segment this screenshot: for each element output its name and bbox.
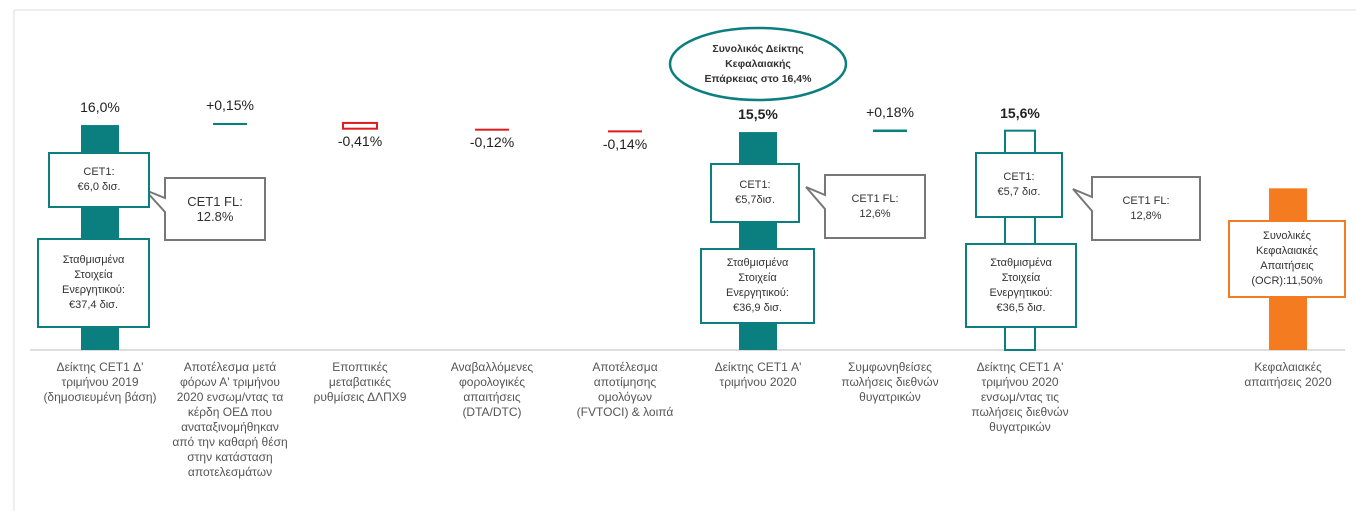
- value-label: 16,0%: [80, 99, 120, 116]
- value-label: -0,12%: [469, 134, 515, 151]
- x-tick-label: Συμφωνηθείσες πωλήσεις διεθνών θυγατρικώ…: [841, 360, 939, 404]
- annotation: Σταθμισμένα Στοιχεία Ενεργητικού: €36,9 …: [700, 248, 815, 324]
- bar: [608, 130, 642, 133]
- callout-bubble: [1072, 176, 1201, 241]
- x-tick-label: Αναβαλλόμενες φορολογικές απαιτήσεις (DT…: [450, 360, 534, 419]
- annotation: CET1 FL: 12.8%: [187, 194, 243, 224]
- value-label: +0,15%: [206, 96, 254, 113]
- annotation: Σταθμισμένα Στοιχεία Ενεργητικού: €36,5 …: [965, 243, 1077, 328]
- x-tick-label: Κεφαλαιακές απαιτήσεις 2020: [1244, 360, 1332, 389]
- annotation: CET1 FL: 12,6%: [851, 192, 899, 220]
- annotation: CET1 FL: 12,8%: [1122, 194, 1170, 222]
- value-label: -0,14%: [602, 136, 648, 153]
- value-label: 15,5%: [738, 106, 778, 123]
- annotation: CET1: €5,7δισ.: [710, 163, 800, 223]
- annotation: CET1: €6,0 δισ.: [48, 152, 150, 208]
- x-tick-label: Αποτέλεσμα μετά φόρων Α' τριμήνου 2020 ε…: [172, 360, 288, 479]
- x-tick-label: Εποπτικές μεταβατικές ρυθμίσεις ΔΛΠΧ9: [313, 360, 407, 404]
- annotation: Συνολικός Δείκτης Κεφαλαιακής Επάρκειας …: [704, 42, 812, 85]
- x-tick-label: Αποτέλεσμα αποτίμησης ομολόγων (FVTOCI) …: [576, 360, 674, 419]
- x-tick-label: Δείκτης CET1 Δ' τριμήνου 2019 (δημοσιευμ…: [43, 360, 157, 404]
- x-tick-label: Δείκτης CET1 Α' τριμήνου 2020 ενσωμ/ντας…: [971, 360, 1069, 434]
- value-label: 15,6%: [1000, 104, 1040, 121]
- callout-bubble: [144, 177, 266, 241]
- annotation: Συνολικές Κεφαλαιακές Απαιτήσεις (OCR):1…: [1228, 220, 1346, 298]
- bar: [213, 122, 247, 126]
- annotation: Σταθμισμένα Στοιχεία Ενεργητικού: €37,4 …: [37, 238, 150, 328]
- x-tick-label: Δείκτης CET1 Α' τριμήνου 2020: [714, 360, 802, 389]
- bar: [475, 128, 509, 131]
- callout-bubble: [805, 174, 926, 239]
- bar: [873, 129, 907, 133]
- bar: [342, 121, 378, 130]
- value-label: +0,18%: [866, 103, 914, 120]
- callout-ellipse: [668, 26, 848, 102]
- value-label: -0,41%: [337, 132, 383, 149]
- annotation: CET1: €5,7 δισ.: [975, 152, 1063, 218]
